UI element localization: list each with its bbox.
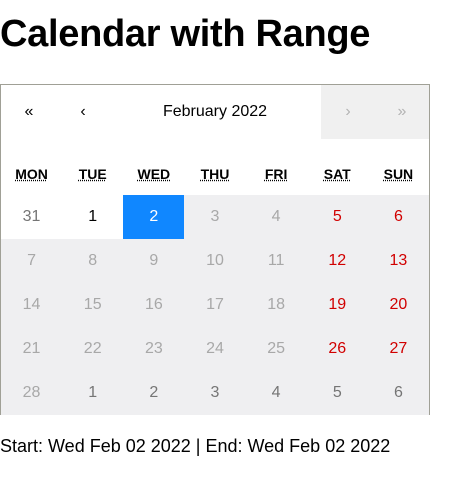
page-title: Calendar with Range bbox=[0, 13, 371, 55]
day-tile[interactable]: 3 bbox=[184, 371, 246, 415]
day-tile[interactable]: 8 bbox=[62, 239, 124, 283]
day-tile[interactable]: 7 bbox=[1, 239, 63, 283]
day-tile[interactable]: 5 bbox=[306, 371, 368, 415]
day-tile[interactable]: 16 bbox=[123, 283, 185, 327]
day-tile[interactable]: 22 bbox=[62, 327, 124, 371]
day-tile[interactable]: 25 bbox=[245, 327, 307, 371]
day-tile[interactable]: 10 bbox=[184, 239, 246, 283]
day-tile[interactable]: 27 bbox=[367, 327, 429, 371]
day-tile[interactable]: 15 bbox=[62, 283, 124, 327]
day-tile[interactable]: 9 bbox=[123, 239, 185, 283]
day-tile[interactable]: 5 bbox=[306, 195, 368, 239]
weekday-fri: FRI bbox=[264, 166, 288, 182]
day-tile[interactable]: 3 bbox=[184, 195, 246, 239]
day-tile[interactable]: 19 bbox=[306, 283, 368, 327]
day-tile[interactable]: 17 bbox=[184, 283, 246, 327]
day-tile[interactable]: 21 bbox=[1, 327, 63, 371]
prev-year-button[interactable]: « bbox=[24, 103, 34, 120]
next-month-button[interactable]: › bbox=[321, 85, 375, 139]
weekday-thu: THU bbox=[200, 166, 230, 182]
day-tile[interactable]: 4 bbox=[245, 195, 307, 239]
day-tile[interactable]: 31 bbox=[1, 195, 63, 239]
calendar: « ‹ February 2022 › » MON TUE WED THU FR… bbox=[0, 84, 430, 415]
day-tile[interactable]: 13 bbox=[367, 239, 429, 283]
day-tile[interactable]: 6 bbox=[367, 371, 429, 415]
calendar-navigation: « ‹ February 2022 › » bbox=[1, 85, 429, 139]
weekday-wed: WED bbox=[137, 166, 171, 182]
day-tile[interactable]: 28 bbox=[1, 371, 63, 415]
day-tile[interactable]: 1 bbox=[62, 371, 124, 415]
day-tile[interactable]: 12 bbox=[306, 239, 368, 283]
day-tile[interactable]: 24 bbox=[184, 327, 246, 371]
day-tile[interactable]: 18 bbox=[245, 283, 307, 327]
weekday-sat: SAT bbox=[323, 166, 351, 182]
day-tile[interactable]: 1 bbox=[62, 195, 124, 239]
day-tile[interactable]: 2 bbox=[123, 195, 185, 239]
day-tile[interactable]: 14 bbox=[1, 283, 63, 327]
day-tile[interactable]: 2 bbox=[123, 371, 185, 415]
weekday-mon: MON bbox=[15, 166, 48, 182]
day-tile[interactable]: 26 bbox=[306, 327, 368, 371]
day-tile[interactable]: 11 bbox=[245, 239, 307, 283]
weekday-tue: TUE bbox=[78, 166, 107, 182]
day-tile[interactable]: 23 bbox=[123, 327, 185, 371]
day-tile[interactable]: 6 bbox=[367, 195, 429, 239]
weekday-header: MON TUE WED THU FRI SAT SUN bbox=[1, 139, 429, 195]
next-year-button[interactable]: » bbox=[375, 85, 429, 139]
day-tile[interactable]: 4 bbox=[245, 371, 307, 415]
prev-month-button[interactable]: ‹ bbox=[80, 103, 86, 120]
range-status-text: Start: Wed Feb 02 2022 | End: Wed Feb 02… bbox=[0, 436, 391, 456]
day-tile[interactable]: 20 bbox=[367, 283, 429, 327]
weekday-sun: SUN bbox=[383, 166, 414, 182]
month-label-button[interactable]: February 2022 bbox=[162, 103, 268, 120]
